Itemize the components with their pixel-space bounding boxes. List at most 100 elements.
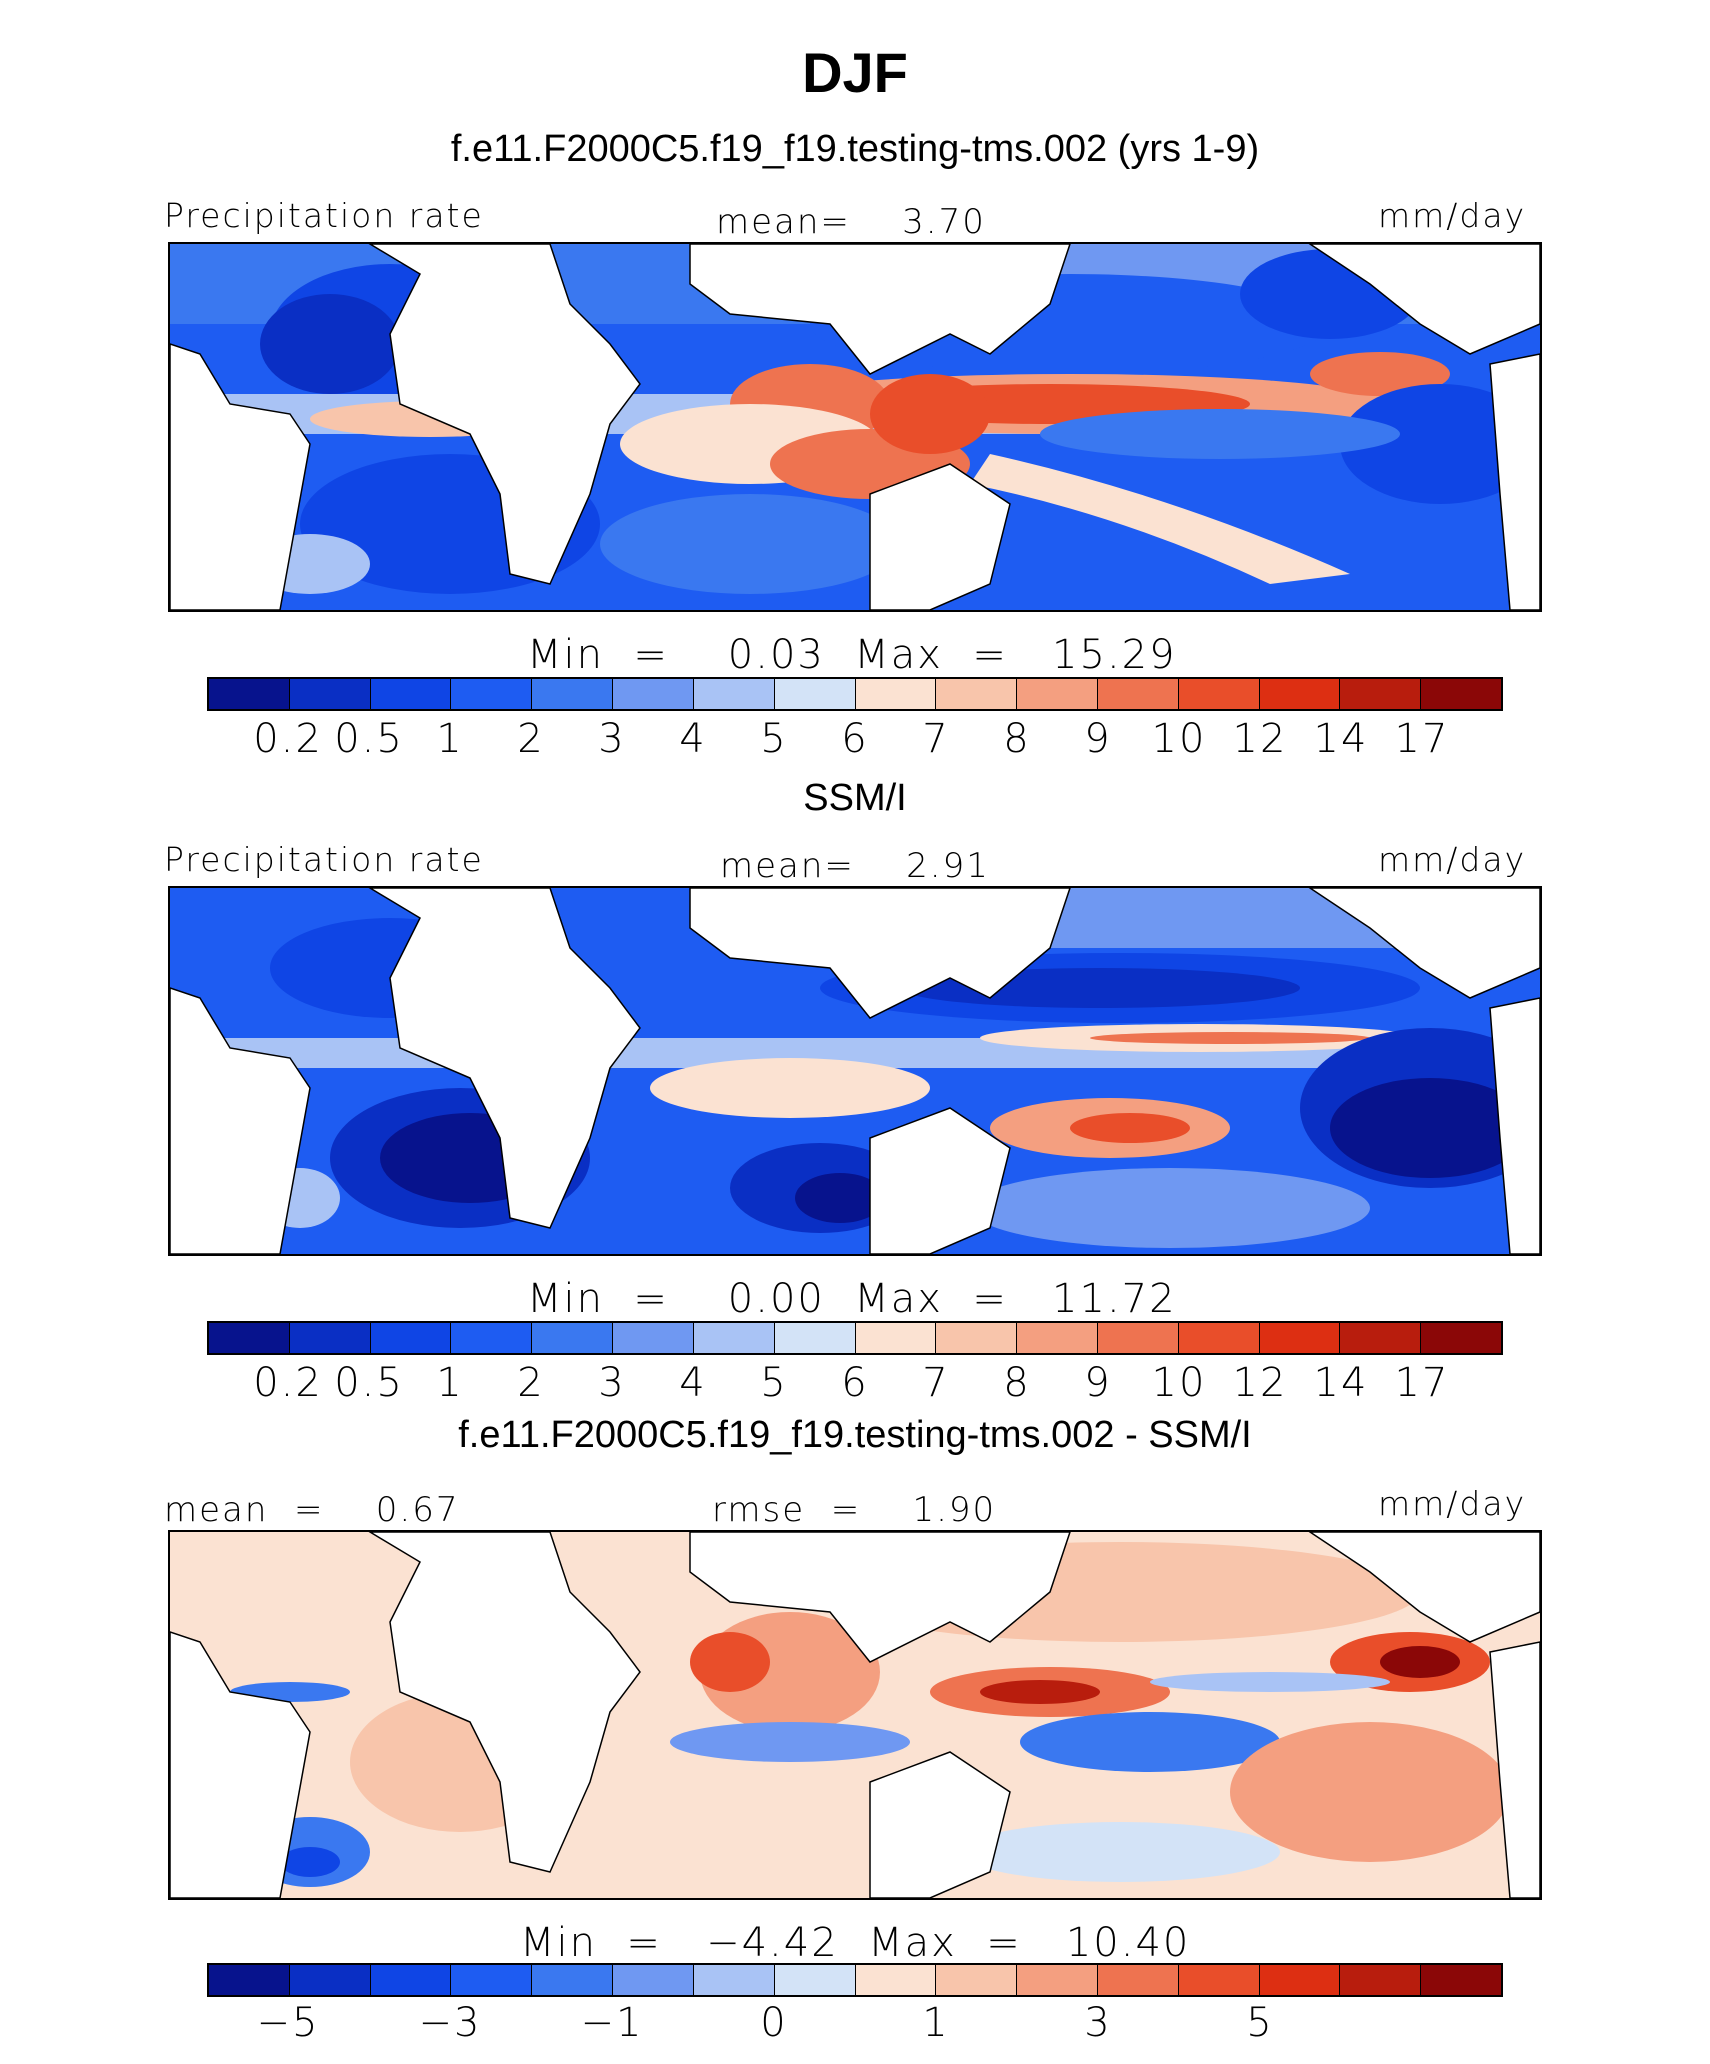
panel-2-minmax: Min = 0.00 Max = 11.72 [527, 1276, 1177, 1322]
panel-3-map [168, 1530, 1542, 1900]
panel-2-map [168, 886, 1542, 1256]
panel-1-minmax: Min = 0.03 Max = 15.29 [527, 632, 1177, 678]
panel-3-minmax: Min = −4.42 Max = 10.40 [520, 1920, 1191, 1966]
colorbar-swatch [1097, 679, 1179, 709]
colorbar-tick-label: 17 [1394, 1360, 1450, 1406]
colorbar-tick-label: 3 [598, 716, 626, 762]
panel-1-variable-label: Precipitation rate [164, 196, 484, 235]
colorbar-swatch [532, 1965, 614, 1995]
colorbar-tick-label: 1 [436, 1360, 464, 1406]
colorbar-swatch [936, 679, 1018, 709]
colorbar-swatch [1421, 1965, 1501, 1995]
colorbar-tick-label: 0.5 [334, 716, 404, 762]
colorbar-swatch [613, 679, 694, 709]
colorbar-swatch [1421, 1323, 1501, 1353]
colorbar-tick-label: 10 [1151, 1360, 1207, 1406]
colorbar-tick-label: 9 [1084, 716, 1112, 762]
colorbar-tick-label: 10 [1151, 716, 1207, 762]
colorbar-swatch [1097, 1323, 1179, 1353]
colorbar-tick-label: 0.5 [334, 1360, 404, 1406]
colorbar-tick-label: 12 [1232, 716, 1288, 762]
colorbar-swatch [532, 1323, 614, 1353]
colorbar-swatch [613, 1965, 694, 1995]
colorbar-tick-label: 6 [841, 716, 869, 762]
panel-2-colorbar [207, 1321, 1503, 1355]
colorbar-tick-label: 4 [679, 1360, 707, 1406]
colorbar-swatch [1340, 679, 1422, 709]
colorbar-tick-label: 5 [760, 1360, 788, 1406]
colorbar-swatch [289, 679, 371, 709]
colorbar-swatch [451, 1965, 533, 1995]
colorbar-tick-label: 2 [517, 1360, 545, 1406]
colorbar-tick-label: 0.2 [253, 1360, 323, 1406]
colorbar-swatch [1017, 1965, 1098, 1995]
colorbar-swatch [936, 1323, 1018, 1353]
colorbar-tick-label: 4 [679, 716, 707, 762]
colorbar-swatch [1097, 1965, 1179, 1995]
colorbar-swatch [1178, 1965, 1260, 1995]
colorbar-tick-label: 7 [922, 716, 950, 762]
colorbar-tick-label: 14 [1313, 716, 1369, 762]
panel-3-units: mm/day [1378, 1484, 1527, 1523]
colorbar-swatch [693, 679, 775, 709]
colorbar-swatch [693, 1323, 775, 1353]
panel-1-units: mm/day [1378, 196, 1527, 235]
colorbar-swatch [693, 1965, 775, 1995]
colorbar-swatch [613, 1323, 694, 1353]
panel-2-mean: mean= 2.91 [720, 846, 990, 886]
colorbar-swatch [1259, 679, 1341, 709]
colorbar-tick-label: 9 [1084, 1360, 1112, 1406]
panel-3-colorbar [207, 1963, 1503, 1997]
colorbar-swatch [1259, 1323, 1341, 1353]
colorbar-swatch [774, 1323, 856, 1353]
colorbar-swatch [289, 1965, 371, 1995]
colorbar-swatch [1017, 1323, 1098, 1353]
colorbar-tick-label: −1 [580, 2000, 644, 2046]
panel-2-title: SSM/I [803, 777, 907, 819]
colorbar-swatch [1259, 1965, 1341, 1995]
colorbar-swatch [1017, 679, 1098, 709]
colorbar-swatch [289, 1323, 371, 1353]
panel-1-map [168, 242, 1542, 612]
colorbar-tick-label: 3 [598, 1360, 626, 1406]
colorbar-swatch [855, 1965, 937, 1995]
colorbar-tick-label: 2 [517, 716, 545, 762]
colorbar-tick-label: 5 [760, 716, 788, 762]
colorbar-tick-label: 1 [922, 2000, 950, 2046]
colorbar-swatch [774, 679, 856, 709]
colorbar-tick-label: 1 [436, 716, 464, 762]
colorbar-swatch [209, 1323, 290, 1353]
colorbar-swatch [209, 679, 290, 709]
colorbar-swatch [855, 679, 937, 709]
colorbar-tick-label: 0 [760, 2000, 788, 2046]
colorbar-tick-label: 14 [1313, 1360, 1369, 1406]
panel-1-title: f.e11.F2000C5.f19_f19.testing-tms.002 (y… [450, 128, 1260, 170]
colorbar-swatch [1178, 679, 1260, 709]
colorbar-tick-label: 5 [1246, 2000, 1274, 2046]
colorbar-swatch [209, 1965, 290, 1995]
colorbar-swatch [936, 1965, 1018, 1995]
panel-3-mean: mean = 0.67 [164, 1490, 460, 1530]
season-title: DJF [802, 41, 908, 104]
colorbar-swatch [532, 679, 614, 709]
colorbar-swatch [370, 1965, 452, 1995]
colorbar-tick-label: 8 [1003, 1360, 1031, 1406]
panel-1-colorbar [207, 677, 1503, 711]
colorbar-swatch [855, 1323, 937, 1353]
panel-1-mean: mean= 3.70 [716, 202, 986, 242]
colorbar-swatch [774, 1965, 856, 1995]
colorbar-swatch [1340, 1965, 1422, 1995]
colorbar-swatch [370, 1323, 452, 1353]
panel-2-variable-label: Precipitation rate [164, 840, 484, 879]
panel-3-title: f.e11.F2000C5.f19_f19.testing-tms.002 - … [458, 1414, 1252, 1456]
colorbar-tick-label: 8 [1003, 716, 1031, 762]
colorbar-tick-label: −5 [256, 2000, 320, 2046]
panel-3-rmse: rmse = 1.90 [712, 1490, 997, 1530]
colorbar-tick-label: −3 [418, 2000, 482, 2046]
colorbar-tick-label: 0.2 [253, 716, 323, 762]
colorbar-swatch [370, 679, 452, 709]
colorbar-tick-label: 7 [922, 1360, 950, 1406]
colorbar-tick-label: 6 [841, 1360, 869, 1406]
colorbar-swatch [451, 1323, 533, 1353]
colorbar-swatch [1421, 679, 1501, 709]
